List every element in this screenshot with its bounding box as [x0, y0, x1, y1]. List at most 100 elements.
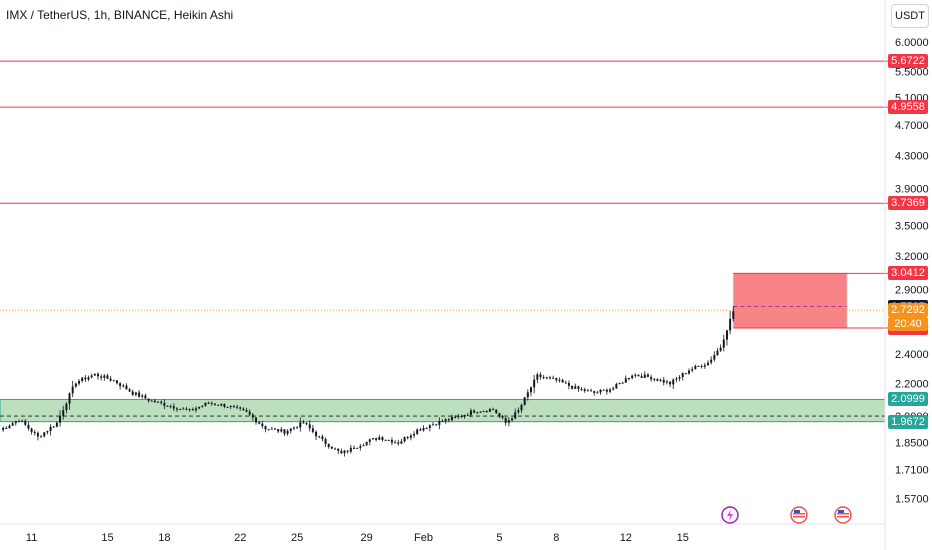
candle-body — [646, 374, 649, 377]
candle-body — [62, 410, 65, 416]
candle-body — [656, 378, 659, 381]
candle-body — [571, 385, 574, 389]
candle-body — [618, 382, 621, 384]
candle-body — [248, 411, 251, 415]
x-axis-tick-label: 8 — [553, 532, 559, 544]
candle-body — [694, 365, 697, 370]
us-flag-icon[interactable] — [790, 506, 808, 524]
candle-body — [236, 406, 239, 408]
candle-body — [722, 339, 725, 348]
y-axis-tick-label: 1.7100 — [895, 464, 929, 476]
candle-body — [669, 381, 672, 385]
candle-body — [24, 420, 27, 425]
candle-body — [634, 374, 637, 376]
y-axis-tick-label: 2.4000 — [895, 349, 929, 361]
candle-body — [488, 409, 491, 412]
candle-body — [473, 410, 476, 413]
candle-body — [286, 430, 289, 434]
candle-body — [191, 409, 194, 411]
candle-body — [564, 382, 567, 384]
y-axis-tick-label: 5.5000 — [895, 67, 929, 79]
candle-body — [299, 422, 302, 428]
candle-body — [280, 429, 283, 432]
candle-body — [612, 388, 615, 390]
candle-body — [349, 447, 352, 452]
y-axis-tick-label: 3.5000 — [895, 221, 929, 233]
candle-body — [217, 404, 220, 406]
candle-body — [514, 412, 517, 419]
candle-body — [160, 401, 163, 403]
y-axis-tick-label: 1.5700 — [895, 493, 929, 505]
candle-body — [147, 398, 150, 401]
candle-body — [201, 405, 204, 407]
price-level-badge: 3.0412 — [888, 266, 928, 281]
candle-body — [450, 416, 453, 421]
price-level-badge: 1.9672 — [888, 414, 928, 429]
candle-body — [384, 439, 387, 441]
candle-body — [536, 374, 539, 380]
candle-body — [141, 395, 144, 397]
candle-body — [115, 380, 118, 384]
candle-body — [131, 391, 134, 395]
candle-body — [627, 378, 630, 380]
candle-body — [125, 385, 128, 390]
candle-body — [74, 383, 77, 387]
candle-body — [691, 369, 694, 371]
candle-body — [226, 406, 229, 408]
candle-body — [387, 439, 390, 441]
candle-body — [207, 402, 210, 404]
candle-body — [169, 406, 172, 408]
candle-body — [533, 379, 536, 388]
candle-body — [283, 429, 286, 434]
candle-body — [371, 438, 374, 440]
candle-body — [438, 421, 441, 425]
candle-body — [81, 377, 84, 381]
candle-body — [511, 418, 514, 421]
candle-body — [650, 376, 653, 380]
candle-body — [318, 436, 321, 438]
candle-body — [78, 380, 81, 384]
lightning-icon[interactable] — [721, 506, 739, 524]
candle-body — [422, 427, 425, 431]
candle-body — [507, 420, 510, 423]
candle-body — [368, 439, 371, 442]
candle-body — [289, 428, 292, 431]
red-resistance-zone — [732, 272, 848, 329]
candle-body — [337, 448, 340, 451]
us-flag-icon[interactable] — [834, 506, 852, 524]
candle-body — [375, 438, 378, 440]
candle-body — [520, 404, 523, 411]
candle-body — [14, 421, 17, 424]
candle-body — [296, 427, 299, 429]
candle-body — [609, 389, 612, 392]
candle-body — [87, 377, 90, 380]
candle-body — [362, 445, 365, 447]
candle-body — [615, 383, 618, 389]
currency-selector-button[interactable]: USDT — [891, 4, 929, 28]
candle-body — [501, 415, 504, 418]
candle-body — [30, 428, 33, 433]
candle-body — [90, 375, 93, 378]
candle-body — [447, 419, 450, 421]
candle-body — [8, 425, 11, 428]
candle-body — [665, 381, 668, 383]
candle-body — [561, 379, 564, 383]
candle-body — [678, 377, 681, 379]
candle-body — [2, 427, 5, 430]
candle-body — [21, 420, 24, 422]
candle-body — [36, 432, 39, 437]
candle-body — [157, 401, 160, 403]
candle-body — [602, 389, 605, 391]
candle-body — [469, 410, 472, 415]
candle-body — [428, 425, 431, 429]
candle-body — [517, 410, 520, 413]
candle-body — [100, 376, 103, 378]
candle-body — [213, 403, 216, 405]
candle-body — [479, 411, 482, 413]
candle-body — [188, 409, 191, 411]
candle-body — [413, 434, 416, 436]
candle-body — [460, 416, 463, 418]
candle-body — [596, 392, 599, 394]
candle-body — [277, 428, 280, 432]
